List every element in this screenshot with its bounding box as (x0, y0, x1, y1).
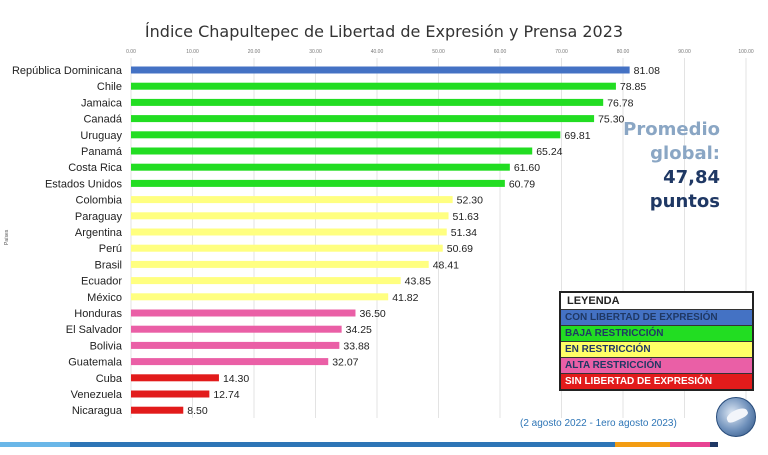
value-label: 51.34 (451, 227, 477, 239)
category-label: Ecuador (81, 276, 122, 288)
bar (131, 390, 210, 398)
category-label: Venezuela (71, 389, 123, 401)
category-label: Costa Rica (68, 162, 123, 174)
category-label: Colombia (76, 195, 123, 207)
value-label: 69.81 (564, 130, 590, 142)
bar (131, 82, 616, 90)
bar (131, 309, 356, 317)
bar (131, 277, 401, 285)
average-label-line2: global: (650, 143, 720, 164)
bar (131, 212, 449, 220)
value-label: 33.88 (343, 340, 369, 352)
value-label: 36.50 (359, 308, 385, 320)
x-tick-label: 90.00 (678, 49, 691, 55)
bar (131, 131, 561, 139)
category-label: El Salvador (66, 324, 123, 336)
bar (131, 196, 453, 204)
category-label: Nicaragua (72, 405, 123, 417)
x-tick-label: 100.00 (738, 49, 754, 55)
bar (131, 147, 533, 155)
category-label: Cuba (96, 373, 123, 385)
bar (131, 179, 505, 187)
category-label: Uruguay (80, 130, 122, 142)
category-label: Chile (97, 81, 122, 93)
bar (131, 66, 630, 74)
value-label: 12.74 (213, 389, 239, 401)
category-label: Bolivia (90, 340, 123, 352)
average-unit: puntos (649, 191, 720, 212)
legend: LEYENDA CON LIBERTAD DE EXPRESIÓN BAJA R… (559, 291, 754, 391)
value-label: 14.30 (223, 373, 249, 385)
bottom-stripe-light-blue (0, 442, 70, 447)
value-label: 43.85 (405, 276, 431, 288)
value-label: 34.25 (346, 324, 372, 336)
x-tick-label: 10.00 (186, 49, 199, 55)
value-label: 32.07 (332, 357, 358, 369)
legend-title: LEYENDA (567, 295, 620, 307)
bar (131, 293, 389, 301)
value-label: 76.78 (607, 97, 633, 109)
value-label: 75.30 (598, 114, 624, 126)
bar (131, 358, 329, 366)
bar (131, 260, 429, 268)
x-tick-label: 60.00 (494, 49, 507, 55)
value-label: 60.79 (509, 178, 535, 190)
value-label: 81.08 (634, 65, 660, 77)
average-value: 47,84 (663, 167, 720, 188)
value-label: 51.63 (453, 211, 479, 223)
bottom-stripe-pink (670, 442, 710, 447)
category-label: México (87, 292, 122, 304)
x-tick-label: 50.00 (432, 49, 445, 55)
x-tick-label: 30.00 (309, 49, 322, 55)
x-tick-label: 80.00 (617, 49, 630, 55)
category-label: Paraguay (75, 211, 123, 223)
average-label-line1: Promedio (623, 119, 720, 140)
value-label: 48.41 (433, 259, 459, 271)
bottom-stripe-orange (615, 442, 670, 447)
x-tick-label: 20.00 (248, 49, 261, 55)
bottom-stripe-navy (710, 442, 718, 447)
category-label: Honduras (74, 308, 122, 320)
bar (131, 163, 510, 171)
value-label: 50.69 (447, 243, 473, 255)
value-label: 65.24 (536, 146, 562, 158)
category-label: Jamaica (81, 97, 123, 109)
bar (131, 115, 595, 123)
sip-globe-emblem-icon (716, 397, 756, 437)
legend-item-alta-restriccion: ALTA RESTRICCIÓN (561, 357, 752, 373)
value-label: 78.85 (620, 81, 646, 93)
bar (131, 244, 443, 252)
x-tick-label: 0.00 (126, 49, 136, 55)
bar (131, 98, 604, 106)
legend-item-con-libertad: CON LIBERTAD DE EXPRESIÓN (561, 309, 752, 325)
category-label: Brasil (94, 259, 122, 271)
bar (131, 228, 447, 236)
category-label: Estados Unidos (45, 178, 123, 190)
category-label: Perú (99, 243, 122, 255)
x-tick-label: 40.00 (371, 49, 384, 55)
legend-item-en-restriccion: EN RESTRICCIÓN (561, 341, 752, 357)
bar (131, 374, 219, 382)
x-tick-label: 70.00 (555, 49, 568, 55)
category-label: Argentina (75, 227, 123, 239)
value-label: 61.60 (514, 162, 540, 174)
category-label: Canadá (83, 114, 122, 126)
category-label: Guatemala (68, 357, 123, 369)
value-label: 8.50 (187, 405, 208, 417)
bar (131, 325, 342, 333)
global-average: Promedio global: 47,84 puntos (600, 118, 720, 214)
category-label: República Dominicana (12, 65, 123, 77)
value-label: 41.82 (392, 292, 418, 304)
bar (131, 341, 340, 349)
category-label: Panamá (81, 146, 123, 158)
legend-item-sin-libertad: SIN LIBERTAD DE EXPRESIÓN (561, 373, 752, 389)
legend-item-baja-restriccion: BAJA RESTRICCIÓN (561, 325, 752, 341)
bar (131, 406, 184, 414)
bottom-stripe-blue (70, 442, 615, 447)
chart-title: Índice Chapultepec de Libertad de Expres… (144, 22, 624, 41)
value-label: 52.30 (457, 195, 483, 207)
period-note: (2 agosto 2022 - 1ero agosto 2023) (520, 418, 677, 429)
